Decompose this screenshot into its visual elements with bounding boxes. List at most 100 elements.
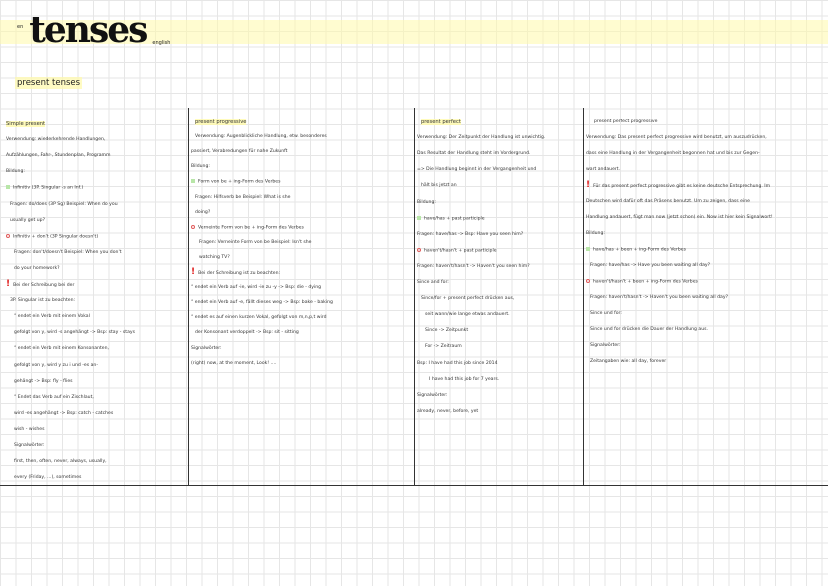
note-text: Bildung: — [586, 231, 605, 236]
minus-marker-icon — [417, 247, 421, 252]
note-text: hält bis jetzt an — [421, 183, 457, 189]
note-line: ! Bei der Schreibung ist zu beachten: — [191, 267, 280, 277]
bottom-rule — [0, 485, 828, 486]
note-line: Signalwörter: — [14, 443, 45, 449]
note-line: Fragen: Verneinte Form von be Beispiel: … — [199, 240, 312, 246]
note-line: ° endet ein Verb auf -e, fällt dieses we… — [191, 300, 333, 306]
note-line: Fragen: do/does (3P Sg) Beispiel: When d… — [10, 202, 118, 208]
note-text: I have had this job for 7 years. — [429, 376, 500, 382]
note-text: Fragen: haven't/hasn't -> Haven't you se… — [417, 263, 530, 269]
note-line: gefolgt von y, wird -s angehängt -> Bsp:… — [14, 330, 135, 336]
note-text: Infinitiv (3P. Singular -s an Inf.) — [13, 185, 84, 191]
note-text: Signalwörter: — [14, 443, 45, 448]
note-line: Bildung: — [586, 231, 605, 237]
note-text: ° endet ein Verb auf -ie, wird -ie zu -y… — [191, 285, 322, 291]
note-line: haven't/hasn't + been + ing-Form des Ver… — [586, 279, 698, 286]
plus-marker-icon — [6, 185, 10, 190]
note-line: Verneinte Form von be + ing-Form des Ver… — [191, 224, 304, 232]
note-text: ° endet ein Verb mit einem Vokal — [14, 314, 90, 320]
note-text: Zeitangaben wie: all day, forever — [590, 359, 667, 364]
note-line: Verwendung: wiederkehrende Handlungen, — [6, 137, 105, 143]
note-text: Bildung: — [191, 164, 210, 170]
note-text: first, then, often, never, always, usual… — [14, 459, 107, 465]
note-line: doing? — [195, 210, 210, 216]
note-line: => Die Handlung beginnt in der Vergangen… — [417, 167, 536, 173]
note-text: already, never, before, yet — [417, 408, 479, 414]
note-line: ° endet es auf einen kurzen Vokal, gefol… — [191, 315, 327, 321]
note-text: Fragen: have/has -> Have you been waitin… — [590, 263, 711, 268]
note-line: Infinitiv + don't (3P Singular doesn't) — [6, 233, 98, 241]
note-line: 3P. Singular ist zu beachten: — [10, 298, 75, 304]
note-text: Verwendung: Das present perfect progress… — [586, 135, 767, 140]
column-present-perfect: present perfect Verwendung: Der Zeitpunkt… — [417, 119, 581, 489]
note-text: Bildung: — [6, 169, 25, 175]
note-line: Verwendung: Augenblickliche Handlung, et… — [195, 134, 327, 140]
note-line: ° Endet das Verb auf ein Zischlaut, — [14, 395, 94, 401]
note-text: Bei der Schreibung bei der — [13, 283, 75, 288]
note-text: ° endet ein Verb mit einem Konsonanten, — [14, 346, 109, 352]
note-text: Verneinte Form von be + ing-Form des Ver… — [198, 225, 304, 231]
note-text: ° endet ein Verb auf -e, fällt dieses we… — [191, 300, 333, 306]
note-line: Aufzählungen, Fahr-, Stundenplan, Progra… — [6, 153, 111, 159]
note-text: Fragen: don't/doesn't Beispiel: When you… — [14, 249, 122, 255]
note-line: Bildung: — [191, 164, 210, 170]
note-line: already, never, before, yet — [417, 409, 478, 415]
column-simple-present: Simple present Verwendung: wiederkehrende… — [6, 121, 186, 491]
highlight-band — [0, 20, 828, 44]
note-line: first, then, often, never, always, usual… — [14, 459, 107, 465]
note-text: Since und for drücken die Dauer der Hand… — [590, 327, 708, 332]
note-line: Since und for drücken die Dauer der Hand… — [590, 327, 708, 333]
note-line: (right) now, at the moment, Look! .... — [191, 361, 276, 367]
note-text: wish - wishes — [14, 426, 45, 432]
note-text: have/has + been + ing-Form des Verbes — [593, 247, 686, 253]
note-text: haven't/hasn't + been + ing-Form des Ver… — [593, 279, 698, 285]
note-line: usually get up? — [10, 218, 45, 224]
note-line: haven't/hasn't + past participle — [417, 247, 497, 255]
note-line: ! Für das present perfect progressive gib… — [586, 181, 770, 190]
note-line: Since und for: — [590, 311, 622, 317]
note-line: Handlung andauert, fügt man now (jetzt s… — [586, 215, 773, 221]
note-text: Verwendung: wiederkehrende Handlungen, — [6, 137, 106, 143]
note-line: Zeitangaben wie: all day, forever — [590, 359, 666, 365]
note-line: Fragen: haven't/hasn't -> Haven't you be… — [590, 295, 728, 301]
note-line: Verwendung: Das present perfect progress… — [586, 135, 767, 141]
note-line: Deutschen wird dafür oft das Präsens ben… — [586, 199, 750, 205]
note-line: ! Bei der Schreibung bei der — [6, 279, 75, 289]
note-text: 3P. Singular ist zu beachten: — [10, 298, 76, 304]
note-text: Signalwörter: — [191, 345, 222, 351]
note-line: wart andauert. — [586, 167, 620, 173]
note-line: hält bis jetzt an — [421, 183, 457, 189]
column-divider — [414, 108, 415, 486]
note-line: do your homework? — [14, 266, 60, 272]
note-text: Handlung andauert, fügt man now (jetzt s… — [586, 215, 773, 220]
note-text: have/has + past participle — [424, 216, 485, 222]
note-text: Fragen: do/does (3P Sg) Beispiel: When d… — [10, 201, 118, 207]
note-line: seit wann/wie lange etwas andauert. — [425, 312, 510, 318]
note-text: seit wann/wie lange etwas andauert. — [425, 312, 510, 318]
minus-marker-icon — [586, 279, 590, 283]
note-text: Verwendung: Augenblickliche Handlung, et… — [195, 134, 327, 140]
note-text: passiert, Verabredungen für nahe Zukunft — [191, 149, 288, 155]
note-line: Fragen: don't/doesn't Beispiel: When you… — [14, 250, 122, 256]
warning-icon: ! — [6, 279, 11, 289]
note-line: For -> Zeitraum — [425, 344, 462, 350]
note-line: Bsp: I have had this job since 2014 — [417, 361, 498, 367]
note-text: Fragen: have/has -> Bsp: Have you seen h… — [417, 231, 524, 237]
column-divider — [583, 108, 584, 486]
note-text: (right) now, at the moment, Look! .... — [191, 360, 277, 366]
note-line: Signalwörter: — [191, 346, 222, 352]
note-line: Verwendung: Der Zeitpunkt der Handlung i… — [417, 135, 545, 141]
note-text: gefolgt von y, wird y zu i und -es an- — [14, 362, 98, 368]
note-text: => Die Handlung beginnt in der Vergangen… — [417, 167, 537, 173]
note-text: Fragen: Hilfsverb be Beispiel: What is s… — [195, 194, 291, 200]
subject-label: english — [152, 40, 171, 46]
note-text: Since und for: — [590, 311, 622, 316]
note-text: Bildung: — [417, 199, 436, 205]
plus-marker-icon — [417, 215, 421, 220]
note-text: Form von be + ing-Form des Verbes — [198, 179, 281, 185]
note-line: Bildung: — [417, 200, 436, 206]
note-text: Aufzählungen, Fahr-, Stundenplan, Progra… — [6, 153, 111, 159]
note-line: ° endet ein Verb mit einem Vokal — [14, 314, 90, 320]
warning-icon: ! — [191, 267, 196, 277]
note-text: every (Friday, ...), sometimes — [14, 475, 82, 481]
